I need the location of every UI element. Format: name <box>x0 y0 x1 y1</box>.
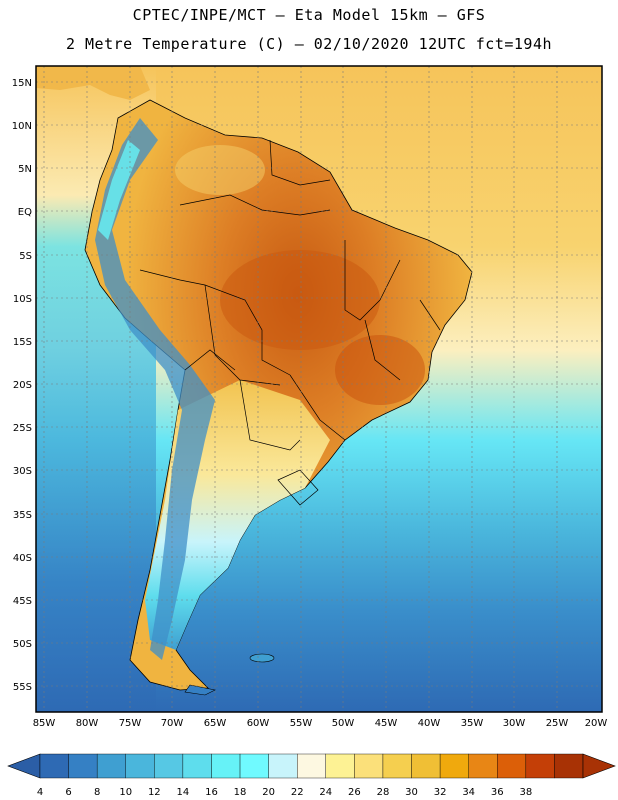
colorbar-label: 8 <box>94 787 100 798</box>
colorbar-label: 6 <box>65 787 71 798</box>
lat-label: 15S <box>13 337 32 348</box>
lon-label: 25W <box>546 718 569 729</box>
longitude-labels: 85W 80W 75W 70W 65W 60W 55W 50W 45W 40W … <box>33 718 608 729</box>
andes-north-cold <box>98 140 140 240</box>
colorbar-labels: 4 6 8 10 12 14 16 18 20 22 24 26 28 30 32 34 36 38 <box>37 787 532 798</box>
lat-label: 30S <box>13 466 32 477</box>
lat-label: 45S <box>13 596 32 607</box>
colorbar-label: 26 <box>348 787 361 798</box>
lat-label: 55S <box>13 682 32 693</box>
lon-label: 55W <box>290 718 313 729</box>
colorbar-left-arrow <box>7 753 41 779</box>
hot-core-east <box>335 335 425 405</box>
hot-core-central <box>220 250 380 350</box>
colorbar-cell <box>268 753 298 779</box>
colorbar: 4 6 8 10 12 14 16 18 20 22 24 26 28 30 32 34 36 38 <box>7 753 616 798</box>
lat-label: 50S <box>13 639 32 650</box>
colorbar-label: 22 <box>291 787 304 798</box>
colorbar-cell <box>239 753 269 779</box>
colorbar-cell <box>354 753 384 779</box>
colorbar-label: 24 <box>319 787 332 798</box>
colorbar-label: 12 <box>148 787 161 798</box>
colorbar-cell <box>497 753 527 779</box>
colorbar-cell <box>468 753 498 779</box>
colorbar-label: 16 <box>205 787 218 798</box>
country-borders <box>139 139 441 506</box>
lon-label: 85W <box>33 718 56 729</box>
colorbar-label: 4 <box>37 787 43 798</box>
chart-title-line2: 2 Metre Temperature (C) – 02/10/2020 12U… <box>65 35 553 53</box>
colorbar-label: 20 <box>262 787 275 798</box>
colorbar-cell <box>96 753 126 779</box>
colorbar-cell <box>325 753 355 779</box>
graticule <box>36 66 602 712</box>
colorbar-label: 30 <box>405 787 418 798</box>
colorbar-label: 38 <box>519 787 532 798</box>
colorbar-label: 32 <box>434 787 447 798</box>
colorbar-cell <box>182 753 212 779</box>
lon-label: 60W <box>247 718 270 729</box>
lat-label: 10N <box>12 121 32 132</box>
lon-label: 50W <box>332 718 355 729</box>
colorbar-label: 36 <box>491 787 504 798</box>
falklands-island <box>249 653 275 663</box>
temperature-map: 15N 10N 5N EQ 5S 10S 15S 20S 25S 30S 35S… <box>12 65 608 729</box>
lon-label: 35W <box>461 718 484 729</box>
colorbar-right-arrow <box>582 753 616 779</box>
central-america <box>36 66 150 100</box>
colorbar-cell <box>525 753 555 779</box>
chart-title-line1: CPTEC/INPE/MCT – Eta Model 15km – GFS <box>132 6 486 24</box>
colorbar-cell <box>68 753 98 779</box>
lat-label: 20S <box>13 380 32 391</box>
andes-cold-strip <box>95 118 215 660</box>
northwest-warm <box>175 145 265 195</box>
colorbar-cell <box>439 753 469 779</box>
colorbar-label: 28 <box>377 787 390 798</box>
lat-label: 25S <box>13 423 32 434</box>
colorbar-cell <box>39 753 69 779</box>
lon-label: 45W <box>375 718 398 729</box>
lat-label: 15N <box>12 78 32 89</box>
lon-label: 80W <box>76 718 99 729</box>
colorbar-label: 10 <box>119 787 132 798</box>
lon-label: 40W <box>418 718 441 729</box>
colorbar-label: 34 <box>462 787 475 798</box>
tierra-del-fuego <box>184 684 216 696</box>
lon-label: 65W <box>204 718 227 729</box>
colorbar-label: 14 <box>177 787 190 798</box>
lat-label: 10S <box>13 294 32 305</box>
colorbar-cell <box>154 753 184 779</box>
colorbar-cell <box>411 753 441 779</box>
colorbar-cells <box>39 753 584 779</box>
colorbar-label: 18 <box>234 787 247 798</box>
colorbar-cell <box>125 753 155 779</box>
latitude-labels: 15N 10N 5N EQ 5S 10S 15S 20S 25S 30S 35S… <box>12 78 32 693</box>
colorbar-cell <box>554 753 584 779</box>
lat-label: 5S <box>19 251 32 262</box>
colorbar-cell <box>382 753 412 779</box>
lon-label: 20W <box>585 718 608 729</box>
lat-label: EQ <box>18 207 32 218</box>
lat-label: 5N <box>18 164 32 175</box>
lat-label: 35S <box>13 510 32 521</box>
map-frame <box>35 65 603 713</box>
colorbar-cell <box>297 753 326 779</box>
lon-label: 75W <box>119 718 142 729</box>
colorbar-cell <box>211 753 241 779</box>
lon-label: 70W <box>161 718 184 729</box>
lat-label: 40S <box>13 553 32 564</box>
lon-label: 30W <box>503 718 526 729</box>
